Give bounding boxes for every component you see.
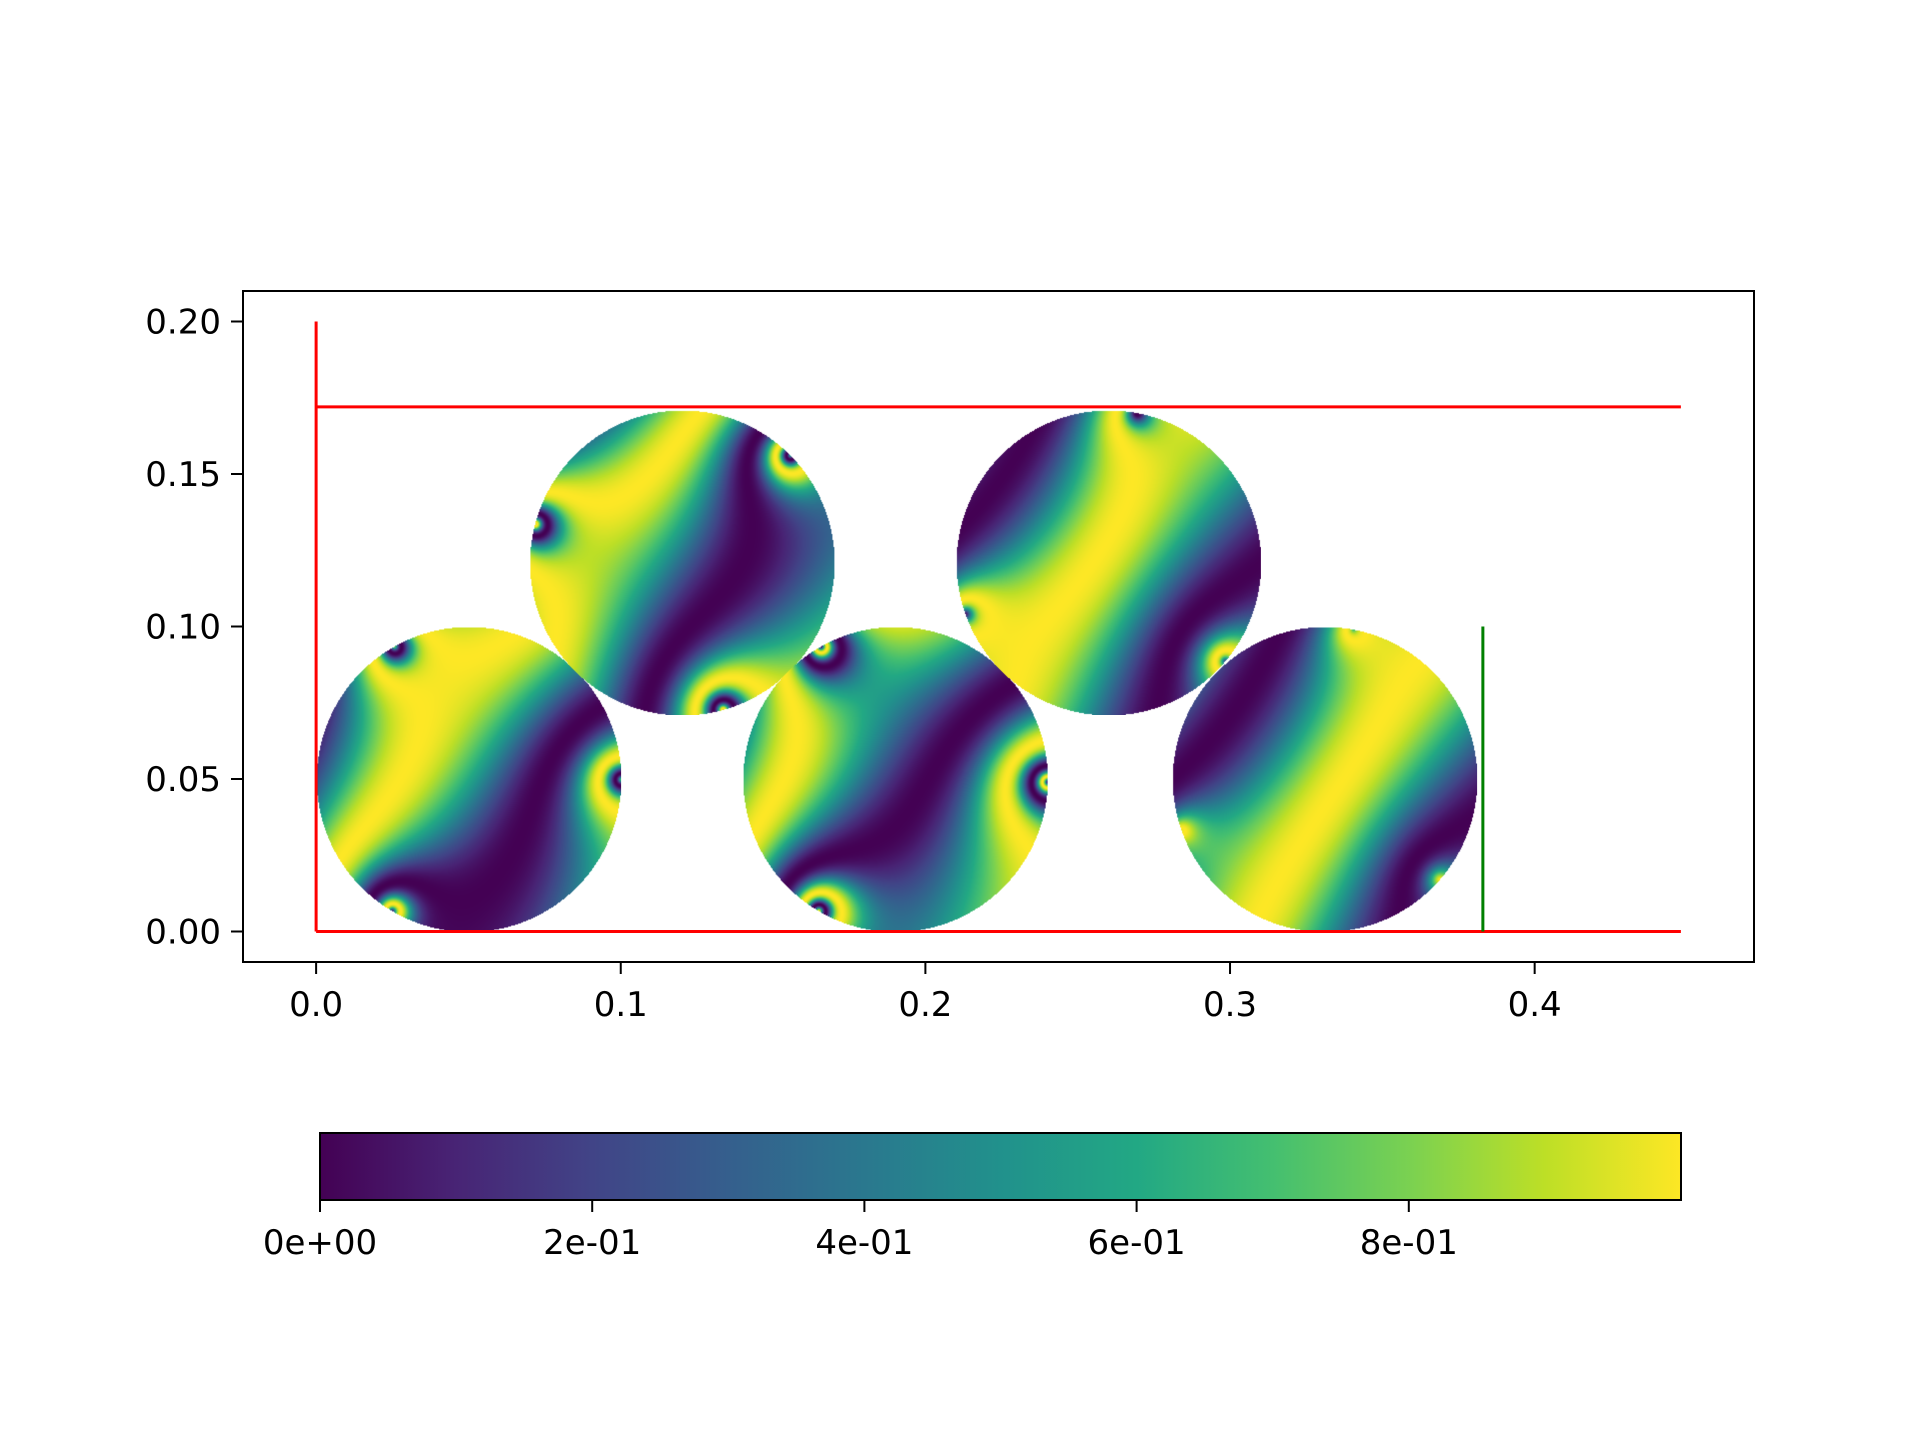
colorbar-tick-label: 2e-01 — [543, 1223, 641, 1263]
y-tick-label: 0.00 — [145, 913, 221, 953]
x-axis: 0.0 0.1 0.2 0.3 0.4 — [289, 962, 1562, 1025]
walls-layer — [314, 321, 1681, 933]
x-tick-label: 0.0 — [289, 985, 343, 1025]
y-tick-label: 0.05 — [145, 760, 221, 800]
particle-disk — [1172, 626, 1478, 932]
y-axis: 0.00 0.05 0.10 0.15 0.20 — [145, 303, 243, 953]
colorbar-axis: 0e+00 2e-01 4e-01 6e-01 8e-01 — [263, 1200, 1458, 1263]
colorbar-tick-label: 0e+00 — [263, 1223, 377, 1263]
colorbar-tick-label: 8e-01 — [1360, 1223, 1458, 1263]
x-tick-label: 0.4 — [1508, 985, 1562, 1025]
plot-area — [314, 321, 1681, 933]
colorbar-tick-label: 6e-01 — [1088, 1223, 1186, 1263]
x-tick-label: 0.1 — [594, 985, 648, 1025]
y-tick-label: 0.20 — [145, 303, 221, 343]
y-tick-label: 0.15 — [145, 455, 221, 495]
colorbar-gradient — [319, 1132, 1682, 1201]
colorbar: 0e+00 2e-01 4e-01 6e-01 8e-01 — [263, 1132, 1682, 1263]
colorbar-tick-label: 4e-01 — [815, 1223, 913, 1263]
x-tick-label: 0.3 — [1203, 985, 1257, 1025]
y-tick-label: 0.10 — [145, 608, 221, 648]
x-tick-label: 0.2 — [898, 985, 952, 1025]
particles-layer — [316, 410, 1478, 932]
